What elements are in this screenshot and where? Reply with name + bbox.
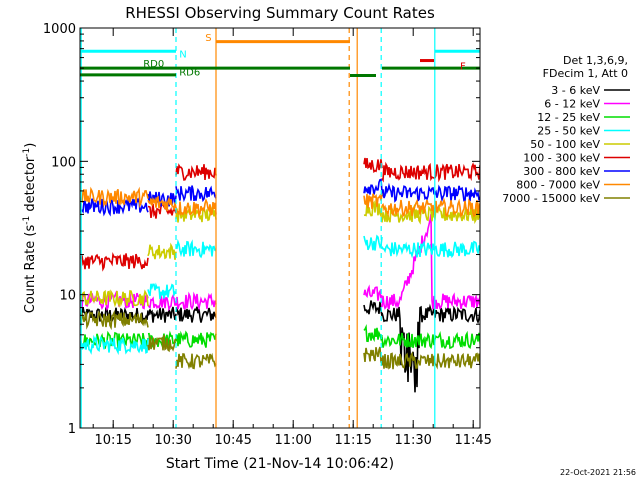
series-8-segment-1 <box>147 335 177 353</box>
legend-header-line-1: Det 1,3,6,9, <box>563 54 628 67</box>
x-axis-label: Start Time (21-Nov-14 10:06:42) <box>166 456 394 472</box>
y-tick-label-3: 1000 <box>43 22 76 37</box>
annotation-2: F <box>460 61 466 72</box>
generation-timestamp: 22-Oct-2021 21:56 <box>560 468 636 477</box>
legend-label-4: 50 - 100 keV <box>530 138 600 151</box>
x-tick-label-4: 11:15 <box>334 433 371 448</box>
series-7-segment-3 <box>363 193 383 209</box>
annotation-4: RD6 <box>179 68 200 79</box>
series-5-segment-0 <box>80 252 149 272</box>
series-0-segment-3 <box>363 300 383 317</box>
x-tick-label-6: 11:45 <box>454 433 491 448</box>
series-2-segment-2 <box>175 330 217 348</box>
series-8-segment-0 <box>80 309 149 331</box>
series-0-segment-1 <box>147 306 177 323</box>
legend-label-0: 3 - 6 keV <box>551 84 600 97</box>
series-2-segment-4 <box>381 330 480 350</box>
chart-title: RHESSI Observing Summary Count Rates <box>125 4 435 22</box>
series-4-segment-1 <box>147 242 177 260</box>
series-5-segment-2 <box>175 163 217 181</box>
series-7 <box>80 186 480 219</box>
plot-content <box>80 28 480 428</box>
series-3-segment-3 <box>363 234 383 251</box>
series-5 <box>80 157 480 272</box>
series-0 <box>80 300 480 393</box>
legend-label-1: 6 - 12 keV <box>544 98 600 111</box>
series-1-segment-1 <box>147 294 177 312</box>
series-1-segment-3 <box>363 284 383 301</box>
series-7-segment-2 <box>175 197 217 219</box>
series-8 <box>80 309 480 370</box>
annotation-0: N <box>179 50 186 61</box>
plot-frame <box>79 27 481 429</box>
x-tick-label-2: 10:45 <box>214 433 251 448</box>
x-tick-label-3: 11:00 <box>274 433 311 448</box>
series-0-segment-2 <box>175 305 217 323</box>
series-6-segment-4 <box>381 182 480 203</box>
legend-label-7: 800 - 7000 keV <box>516 179 600 192</box>
y-axis-ticks: 1 10 100 1000 <box>43 22 480 437</box>
legend-label-5: 100 - 300 keV <box>523 152 600 165</box>
y-tick-label-1: 10 <box>59 289 76 304</box>
series-6-segment-2 <box>175 185 217 203</box>
x-tick-label-0: 10:15 <box>94 433 131 448</box>
x-axis-ticks: 10:15 10:30 10:45 11:00 11:15 11:30 11:45 <box>92 28 492 448</box>
legend-label-8: 7000 - 15000 keV <box>502 192 600 205</box>
x-tick-label-5: 11:30 <box>394 433 431 448</box>
y-axis-label: Count Rate (s-1 detector-1) <box>22 143 38 314</box>
annotation-1: S <box>205 33 211 44</box>
series-8-segment-4 <box>381 351 480 370</box>
series-4-segment-0 <box>80 289 149 309</box>
series-5-segment-3 <box>363 157 383 174</box>
series-3-segment-0 <box>80 334 149 356</box>
series-0-segment-4 <box>381 303 480 393</box>
legend-header-line-2: FDecim 1, Att 0 <box>543 67 628 80</box>
x-tick-label-1: 10:30 <box>154 433 191 448</box>
series-6-segment-3 <box>363 178 383 195</box>
series-8-segment-2 <box>175 352 217 370</box>
series-8-segment-3 <box>363 346 383 363</box>
legend-label-3: 25 - 50 keV <box>537 125 600 138</box>
series-3-segment-2 <box>175 238 217 259</box>
series-3-segment-4 <box>381 240 480 259</box>
series-1-segment-2 <box>175 291 217 312</box>
series-3 <box>80 234 480 356</box>
y-tick-label-2: 100 <box>51 155 76 170</box>
y-tick-label-0: 1 <box>68 422 76 437</box>
legend-label-2: 12 - 25 keV <box>537 111 600 124</box>
series-3-segment-1 <box>147 282 177 300</box>
series-7-segment-0 <box>80 186 149 209</box>
legend-label-6: 300 - 800 keV <box>523 165 600 178</box>
series-2-segment-3 <box>363 324 383 343</box>
series-1-segment-4 <box>381 213 480 310</box>
series-7-segment-4 <box>381 197 480 218</box>
annotation-3: RD0 <box>143 59 164 70</box>
series-5-segment-4 <box>381 161 480 183</box>
series-5-segment-1 <box>147 202 177 219</box>
series-7-segment-1 <box>147 195 177 212</box>
